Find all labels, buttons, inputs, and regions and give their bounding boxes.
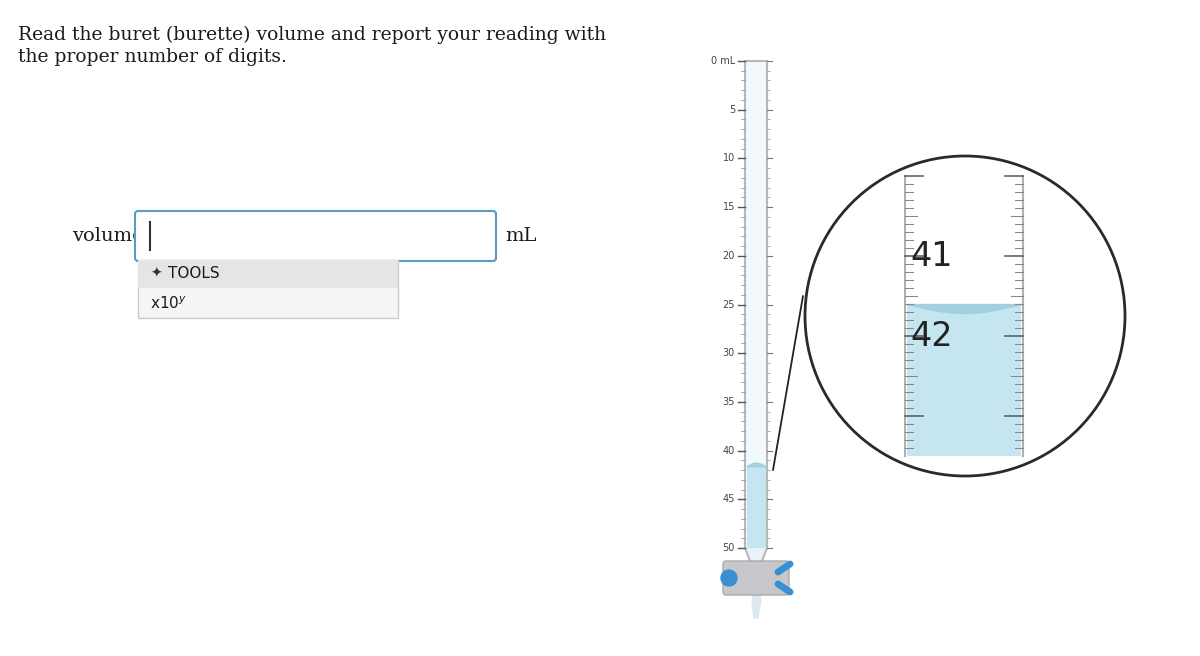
Text: mL: mL — [505, 227, 536, 245]
Text: x10$^y$: x10$^y$ — [150, 296, 187, 312]
Text: 20: 20 — [722, 251, 734, 261]
Polygon shape — [752, 592, 760, 604]
Text: 45: 45 — [722, 495, 734, 504]
Text: 5: 5 — [728, 105, 734, 115]
Text: 15: 15 — [722, 202, 734, 212]
Polygon shape — [745, 548, 767, 566]
Circle shape — [805, 156, 1126, 476]
Text: 50: 50 — [722, 543, 734, 553]
Text: 30: 30 — [722, 348, 734, 358]
FancyBboxPatch shape — [746, 466, 766, 548]
Circle shape — [721, 570, 737, 586]
FancyBboxPatch shape — [134, 211, 496, 261]
FancyBboxPatch shape — [722, 561, 790, 595]
FancyBboxPatch shape — [138, 260, 398, 318]
Polygon shape — [752, 566, 760, 588]
Text: ✦: ✦ — [150, 267, 162, 281]
Text: volume:: volume: — [72, 227, 150, 245]
Text: 35: 35 — [722, 397, 734, 407]
Polygon shape — [752, 604, 760, 618]
Text: 41: 41 — [910, 239, 953, 272]
Text: 10: 10 — [722, 154, 734, 163]
Text: 42: 42 — [910, 319, 953, 352]
Text: 25: 25 — [722, 300, 734, 310]
Text: Read the buret (burette) volume and report your reading with: Read the buret (burette) volume and repo… — [18, 26, 606, 44]
Text: the proper number of digits.: the proper number of digits. — [18, 48, 287, 66]
FancyBboxPatch shape — [138, 260, 398, 288]
FancyBboxPatch shape — [907, 304, 1021, 456]
FancyBboxPatch shape — [745, 61, 767, 548]
Text: 40: 40 — [722, 445, 734, 456]
Text: TOOLS: TOOLS — [168, 266, 220, 281]
Text: 0 mL: 0 mL — [710, 56, 734, 66]
